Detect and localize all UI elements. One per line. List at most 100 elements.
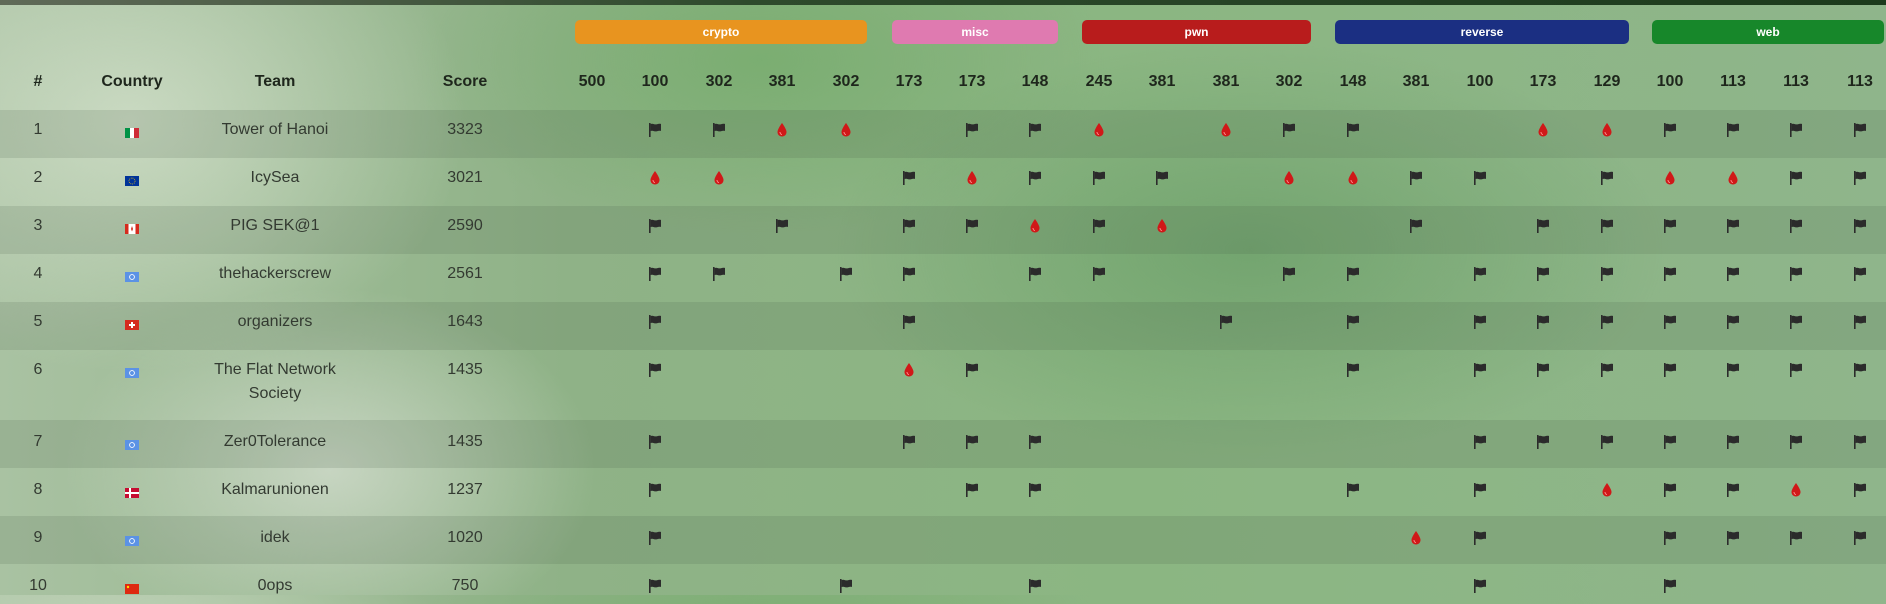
solved-flag-icon[interactable] bbox=[1852, 218, 1868, 234]
solved-flag-icon[interactable] bbox=[964, 122, 980, 138]
solved-flag-icon[interactable] bbox=[1345, 122, 1361, 138]
solved-flag-icon[interactable] bbox=[901, 266, 917, 282]
solved-flag-icon[interactable] bbox=[1788, 266, 1804, 282]
challenge-points-header[interactable]: 113 bbox=[1720, 73, 1746, 90]
table-row[interactable]: 9 idek 1020 bbox=[0, 516, 1886, 564]
header-score[interactable]: Score bbox=[442, 73, 488, 90]
challenge-points-header[interactable]: 129 bbox=[1593, 73, 1621, 90]
header-team[interactable]: Team bbox=[254, 73, 296, 90]
table-row[interactable]: 6 The Flat Network Society 1435 bbox=[0, 350, 1886, 420]
solved-flag-icon[interactable] bbox=[1599, 314, 1615, 330]
first-blood-icon[interactable] bbox=[964, 170, 980, 186]
table-row[interactable]: 2 IcySea 3021 bbox=[0, 158, 1886, 206]
first-blood-icon[interactable] bbox=[1599, 122, 1615, 138]
solved-flag-icon[interactable] bbox=[1725, 266, 1741, 282]
table-row[interactable]: 7 Zer0Tolerance 1435 bbox=[0, 420, 1886, 468]
solved-flag-icon[interactable] bbox=[1662, 218, 1678, 234]
solved-flag-icon[interactable] bbox=[1535, 266, 1551, 282]
table-row[interactable]: 1 Tower of Hanoi 3323 bbox=[0, 110, 1886, 158]
solved-flag-icon[interactable] bbox=[1535, 218, 1551, 234]
table-row[interactable]: 3 PIG SEK@1 2590 bbox=[0, 206, 1886, 254]
first-blood-icon[interactable] bbox=[1788, 482, 1804, 498]
solved-flag-icon[interactable] bbox=[1725, 362, 1741, 378]
team-name-link[interactable]: 0ops bbox=[257, 577, 293, 594]
challenge-points-header[interactable]: 113 bbox=[1847, 73, 1873, 90]
solved-flag-icon[interactable] bbox=[838, 266, 854, 282]
solved-flag-icon[interactable] bbox=[1472, 482, 1488, 498]
solved-flag-icon[interactable] bbox=[1662, 434, 1678, 450]
team-name-link[interactable]: Tower of Hanoi bbox=[221, 121, 329, 138]
team-name-link[interactable]: idek bbox=[260, 529, 290, 546]
solved-flag-icon[interactable] bbox=[647, 218, 663, 234]
solved-flag-icon[interactable] bbox=[647, 362, 663, 378]
first-blood-icon[interactable] bbox=[1345, 170, 1361, 186]
header-rank[interactable]: # bbox=[33, 73, 43, 90]
solved-flag-icon[interactable] bbox=[1662, 314, 1678, 330]
solved-flag-icon[interactable] bbox=[1599, 266, 1615, 282]
first-blood-icon[interactable] bbox=[1154, 218, 1170, 234]
solved-flag-icon[interactable] bbox=[838, 578, 854, 594]
solved-flag-icon[interactable] bbox=[1408, 218, 1424, 234]
solved-flag-icon[interactable] bbox=[1788, 314, 1804, 330]
solved-flag-icon[interactable] bbox=[1472, 530, 1488, 546]
solved-flag-icon[interactable] bbox=[1091, 266, 1107, 282]
solved-flag-icon[interactable] bbox=[1852, 434, 1868, 450]
solved-flag-icon[interactable] bbox=[1725, 314, 1741, 330]
solved-flag-icon[interactable] bbox=[1472, 170, 1488, 186]
solved-flag-icon[interactable] bbox=[1788, 122, 1804, 138]
solved-flag-icon[interactable] bbox=[647, 434, 663, 450]
first-blood-icon[interactable] bbox=[901, 362, 917, 378]
solved-flag-icon[interactable] bbox=[1027, 578, 1043, 594]
solved-flag-icon[interactable] bbox=[1725, 122, 1741, 138]
solved-flag-icon[interactable] bbox=[1154, 170, 1170, 186]
challenge-points-header[interactable]: 173 bbox=[895, 73, 923, 90]
solved-flag-icon[interactable] bbox=[1027, 434, 1043, 450]
challenge-points-header[interactable]: 245 bbox=[1085, 73, 1113, 90]
solved-flag-icon[interactable] bbox=[1472, 266, 1488, 282]
solved-flag-icon[interactable] bbox=[1852, 530, 1868, 546]
solved-flag-icon[interactable] bbox=[1599, 434, 1615, 450]
challenge-points-header[interactable]: 100 bbox=[641, 73, 669, 90]
solved-flag-icon[interactable] bbox=[1345, 362, 1361, 378]
solved-flag-icon[interactable] bbox=[1535, 314, 1551, 330]
solved-flag-icon[interactable] bbox=[1788, 434, 1804, 450]
category-reverse[interactable]: reverse bbox=[1335, 20, 1629, 44]
solved-flag-icon[interactable] bbox=[1535, 362, 1551, 378]
solved-flag-icon[interactable] bbox=[1091, 218, 1107, 234]
category-pwn[interactable]: pwn bbox=[1082, 20, 1311, 44]
solved-flag-icon[interactable] bbox=[1472, 314, 1488, 330]
challenge-points-header[interactable]: 381 bbox=[768, 73, 796, 90]
solved-flag-icon[interactable] bbox=[1788, 362, 1804, 378]
solved-flag-icon[interactable] bbox=[1725, 434, 1741, 450]
solved-flag-icon[interactable] bbox=[1599, 170, 1615, 186]
challenge-points-header[interactable]: 100 bbox=[1466, 73, 1494, 90]
solved-flag-icon[interactable] bbox=[647, 530, 663, 546]
challenge-points-header[interactable]: 148 bbox=[1339, 73, 1367, 90]
first-blood-icon[interactable] bbox=[838, 122, 854, 138]
first-blood-icon[interactable] bbox=[1599, 482, 1615, 498]
solved-flag-icon[interactable] bbox=[901, 434, 917, 450]
solved-flag-icon[interactable] bbox=[964, 434, 980, 450]
solved-flag-icon[interactable] bbox=[901, 218, 917, 234]
solved-flag-icon[interactable] bbox=[711, 122, 727, 138]
solved-flag-icon[interactable] bbox=[1852, 482, 1868, 498]
first-blood-icon[interactable] bbox=[1725, 170, 1741, 186]
solved-flag-icon[interactable] bbox=[774, 218, 790, 234]
solved-flag-icon[interactable] bbox=[1281, 122, 1297, 138]
solved-flag-icon[interactable] bbox=[1345, 266, 1361, 282]
solved-flag-icon[interactable] bbox=[711, 266, 727, 282]
challenge-points-header[interactable]: 173 bbox=[958, 73, 986, 90]
solved-flag-icon[interactable] bbox=[1599, 218, 1615, 234]
challenge-points-header[interactable]: 381 bbox=[1148, 73, 1176, 90]
solved-flag-icon[interactable] bbox=[1472, 434, 1488, 450]
solved-flag-icon[interactable] bbox=[1662, 362, 1678, 378]
header-country[interactable]: Country bbox=[101, 73, 163, 90]
solved-flag-icon[interactable] bbox=[1788, 218, 1804, 234]
solved-flag-icon[interactable] bbox=[901, 170, 917, 186]
first-blood-icon[interactable] bbox=[711, 170, 727, 186]
solved-flag-icon[interactable] bbox=[1725, 218, 1741, 234]
challenge-points-header[interactable]: 173 bbox=[1529, 73, 1557, 90]
table-row[interactable]: 8 Kalmarunionen 1237 bbox=[0, 468, 1886, 516]
challenge-points-header[interactable]: 302 bbox=[832, 73, 860, 90]
team-name-link[interactable]: The Flat Network Society bbox=[214, 361, 336, 402]
